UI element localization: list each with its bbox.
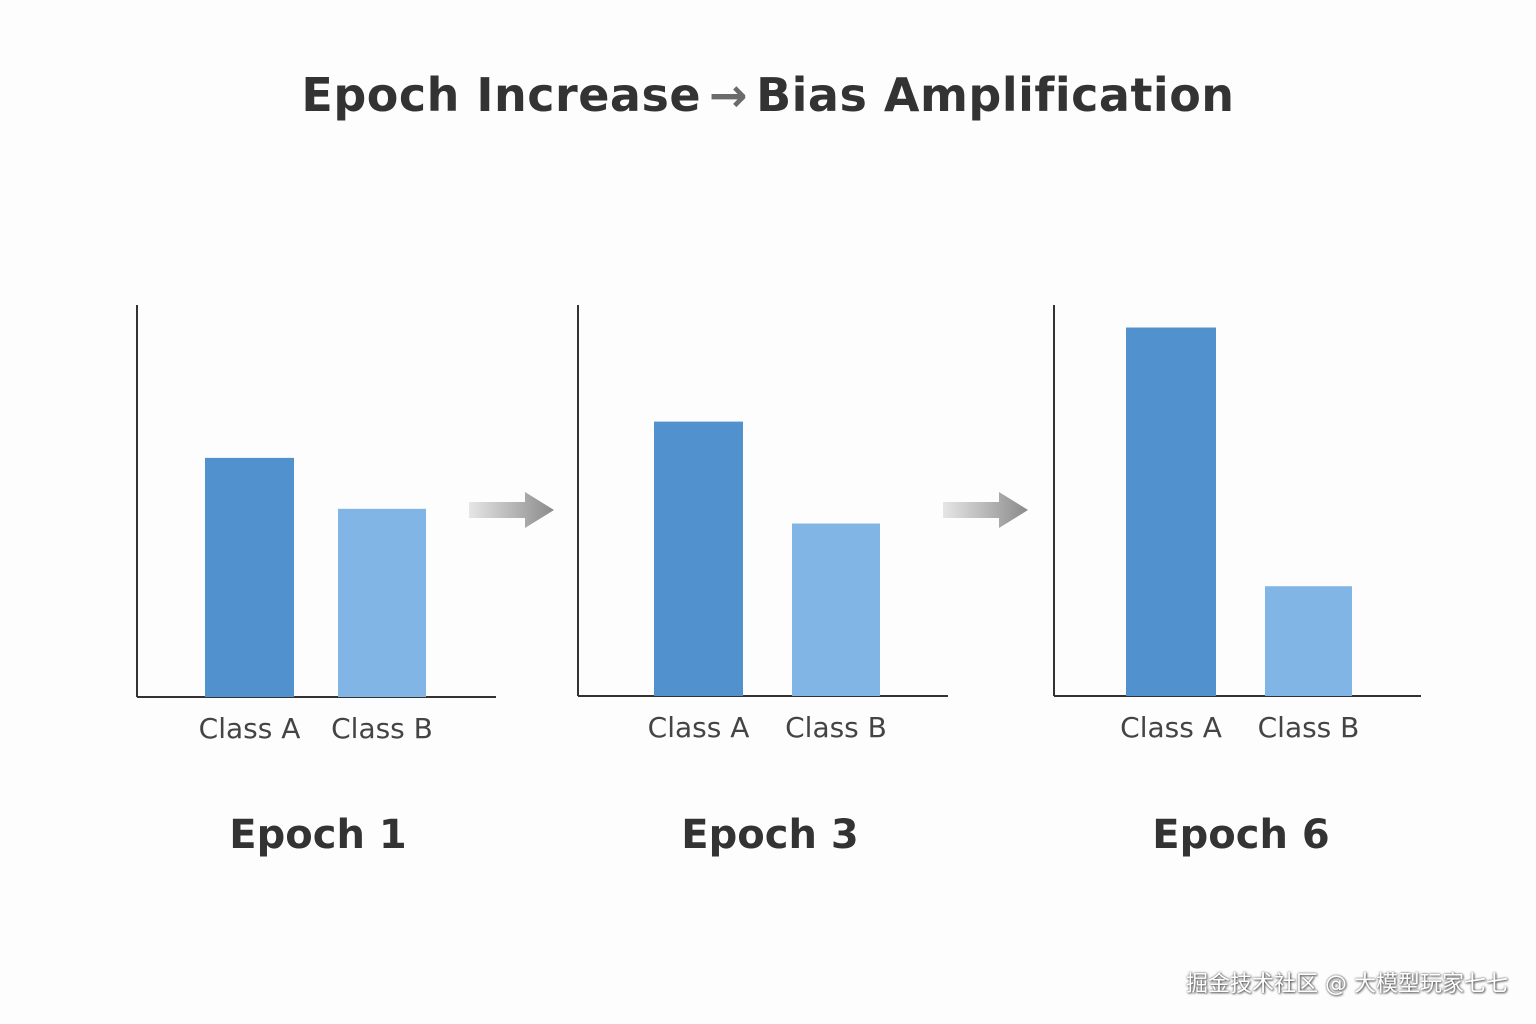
title-left: Epoch Increase xyxy=(301,68,702,122)
panel-title: Epoch 3 xyxy=(681,812,858,858)
chart-panel-epoch-3: Class A Class B Epoch 3 xyxy=(577,305,948,858)
bar-class-b xyxy=(792,523,880,696)
watermark: 掘金技术社区 @ 大模型玩家七七 xyxy=(1186,972,1508,997)
tick-label-class-a: Class A xyxy=(648,711,750,744)
bar-class-b xyxy=(1265,586,1352,696)
tick-label-class-b: Class B xyxy=(1258,711,1360,744)
panel-title: Epoch 1 xyxy=(229,812,406,858)
chart-panel-epoch-1: Class A Class B Epoch 1 xyxy=(136,305,496,858)
chart-title: Epoch Increase → Bias Amplification xyxy=(0,68,1536,122)
tick-label-class-b: Class B xyxy=(331,712,433,745)
tick-label-class-a: Class A xyxy=(1120,711,1222,744)
bar-class-b xyxy=(338,508,426,697)
transition-arrow-2-icon xyxy=(943,492,1028,528)
title-arrow-icon: → xyxy=(709,68,749,122)
transition-arrow-1-icon xyxy=(469,492,554,528)
bar-class-a xyxy=(205,457,294,697)
bar-class-a xyxy=(654,421,743,696)
title-right: Bias Amplification xyxy=(756,68,1235,122)
panel-title: Epoch 6 xyxy=(1152,812,1329,858)
chart-panel-epoch-6: Class A Class B Epoch 6 xyxy=(1053,305,1421,858)
tick-label-class-a: Class A xyxy=(199,712,301,745)
tick-label-class-b: Class B xyxy=(785,711,887,744)
bar-class-a xyxy=(1126,327,1216,696)
